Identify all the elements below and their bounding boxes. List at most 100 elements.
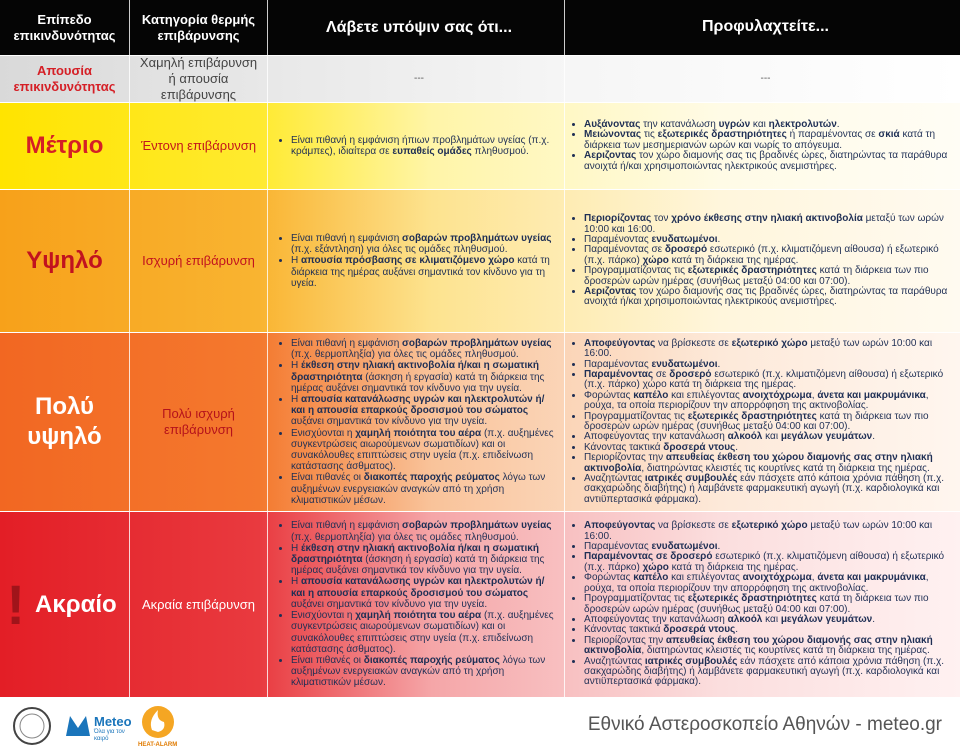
bold-text: Αποφεύγοντας xyxy=(584,337,656,349)
text: κατά τη διάρκεια της ημέρας αυξάνει σημα… xyxy=(291,255,550,289)
text: . xyxy=(717,233,721,245)
text: Αποφεύγοντας την κατανάλωση xyxy=(584,613,728,625)
bold-text: ενυδατωμένοι xyxy=(651,358,718,370)
protect-cell: Αυξάνοντας την κατανάλωση υγρών και ηλεκ… xyxy=(565,103,960,189)
bullet-item: Η έκθεση στην ηλιακή ακτινοβολία ή/και η… xyxy=(291,360,556,394)
category-cell: Πολύ ισχυρή επιβάρυνση xyxy=(130,333,268,511)
text: και xyxy=(762,613,781,625)
bullet-item: Περιορίζοντας την απευθείας έκθεση του χ… xyxy=(584,635,956,657)
bold-text: αλκοόλ xyxy=(727,431,763,443)
bold-text: απουσία κατανάλωσης υγρών και ηλεκτρολυτ… xyxy=(291,576,545,599)
text: κατά τη διάρκεια των πιο δροσερών ωρών η… xyxy=(584,265,929,287)
text: κατά τη διάρκεια της ημέρας. xyxy=(668,254,799,266)
bullet-item: Αναζητώντας ιατρικές συμβουλές εάν πάσχε… xyxy=(584,473,956,505)
bold-text: έκθεση στην ηλιακή ακτινοβολία ή/και η σ… xyxy=(291,542,539,566)
alert-marker: ! xyxy=(6,572,25,636)
bullet-list: Είναι πιθανή η εμφάνιση σοβαρών προβλημά… xyxy=(282,338,556,506)
bullet-item: Μειώνοντας τις εξωτερικές δραστηριότητες… xyxy=(584,130,956,151)
bold-text: χώρο xyxy=(642,254,669,266)
bold-text: Αυξάνοντας xyxy=(584,118,641,130)
text: Προγραμματίζοντας τις xyxy=(584,265,688,277)
bullet-item: Η απουσία κατανάλωσης υγρών και ηλεκτρολ… xyxy=(291,576,556,610)
bold-text: ιατρικές συμβουλές xyxy=(644,655,738,667)
text: κατά τη διάρκεια των μεσημεριανών ωρών κ… xyxy=(584,129,936,151)
text: Η xyxy=(291,542,301,554)
header-level: Επίπεδο επικινδυνότητας xyxy=(0,0,130,55)
bullet-item: Ενισχύονται η χαμηλή ποιότητα του αέρα (… xyxy=(291,610,556,655)
bold-text: σοβαρών προβλημάτων υγείας xyxy=(402,232,552,244)
bullet-item: Παραμένοντας ενυδατωμένοι. xyxy=(584,358,956,370)
bold-text: καπέλο xyxy=(633,572,669,584)
bold-text: εξωτερικές δραστηριότητες xyxy=(687,265,817,277)
text: Είναι πιθανές οι xyxy=(291,654,364,666)
text: Κάνοντας τακτικά xyxy=(584,624,664,636)
bold-text: έκθεση στην ηλιακή ακτινοβολία ή/και η σ… xyxy=(291,360,539,383)
bold-text: εξωτερικές δραστηριότητες xyxy=(657,129,787,141)
risk-row: Μέτριο Έντονη επιβάρυνση Είναι πιθανή η εμ… xyxy=(0,103,960,190)
text: (π.χ. αυξημένες συγκεντρώσεις αιωρούμενω… xyxy=(291,610,554,655)
bold-text: ανοιχτόχρωμα xyxy=(742,389,812,401)
bold-text: χαμηλή ποιότητα του αέρα xyxy=(355,427,482,439)
bold-text: εξωτερικές δραστηριότητες xyxy=(687,593,817,605)
bold-text: υγρών xyxy=(718,118,751,130)
level-cell: Μέτριο xyxy=(0,103,130,189)
text: Η xyxy=(291,576,301,588)
text: Προγραμματίζοντας τις xyxy=(584,593,688,605)
bullet-item: Ενισχύονται η χαμηλή ποιότητα του αέρα (… xyxy=(291,428,556,473)
logos xyxy=(13,706,174,745)
text: κατά τη διάρκεια των πιο δροσερών ωρών η… xyxy=(584,593,929,615)
text: . xyxy=(836,118,840,130)
text: να βρίσκεστε σε xyxy=(655,337,732,349)
text: σε xyxy=(653,368,670,380)
bullet-item: Αεριζοντας τον χώρο διαμονής σας τις βρα… xyxy=(584,286,956,308)
bullet-item: Φορώντας καπέλο και επιλέγοντας ανοιχτόχ… xyxy=(584,389,956,412)
bold-text: ηλεκτρολυτών xyxy=(768,118,837,130)
text: Παραμένοντας xyxy=(584,233,652,245)
footer: Meteo Όλα για τον καιρό HEAT-ALARM Εθνικ… xyxy=(0,698,960,755)
text: ή παραμένοντας σε xyxy=(786,129,879,141)
bullet-item: Είναι πιθανή η εμφάνιση σοβαρών προβλημά… xyxy=(291,520,556,542)
text: λόγω των αυξημένων ενεργειακών αναγκών α… xyxy=(291,472,546,506)
observatory-name: Εθνικό Αστεροσκοπείο Αθηνών - meteo.gr xyxy=(587,714,942,735)
bold-text: Περιορίζοντας xyxy=(584,213,652,225)
text: αυξάνει σημαντικά τον κίνδυνο για την υγ… xyxy=(291,598,488,610)
text: . xyxy=(717,541,721,553)
text: , xyxy=(811,389,818,401)
protect-cell: Περιορίζοντας τον χρόνο έκθεσης στην ηλι… xyxy=(565,190,960,332)
bold-text: μεγάλων γευμάτων xyxy=(780,431,873,443)
text: . xyxy=(717,358,721,370)
bullet-item: Περιορίζοντας τον χρόνο έκθεσης στην ηλι… xyxy=(584,213,956,235)
bullet-item: Περιορίζοντας την απευθείας έκθεση του χ… xyxy=(584,452,956,474)
text: Είναι πιθανή η εμφάνιση ήπιων προβλημάτω… xyxy=(291,134,550,157)
text: Παραμένοντας σε xyxy=(584,244,665,256)
bold-text: καπέλο xyxy=(633,389,669,401)
text: και xyxy=(750,118,769,130)
text: και επιλέγοντας xyxy=(668,572,743,584)
text: αυξάνει σημαντικά τον κίνδυνο για την υγ… xyxy=(291,416,488,428)
text: Προγραμματίζοντας τις xyxy=(584,410,688,422)
text: (π.χ. θερμοπληξία) για όλες τις ομάδες π… xyxy=(291,349,519,361)
bold-text: ανοιχτόχρωμα xyxy=(742,572,812,584)
bold-text: δροσερό xyxy=(669,368,712,380)
bold-text: σοβαρών προβλημάτων υγείας xyxy=(402,337,552,349)
bullet-item: Είναι πιθανές οι διακοπές παροχής ρεύματ… xyxy=(291,655,556,689)
bold-text: απουσία κατανάλωσης υγρών και ηλεκτρολυτ… xyxy=(291,393,545,417)
bullet-item: Κάνοντας τακτικά δροσερά ντους. xyxy=(584,625,956,635)
text: Η xyxy=(291,360,301,372)
text: , xyxy=(811,572,818,584)
bullet-item: Προγραμματίζοντας τις εξωτερικές δραστηρ… xyxy=(584,265,956,287)
observatory-logo xyxy=(13,707,51,745)
category-cell: Έντονη επιβάρυνση xyxy=(130,103,268,189)
bullet-item: Αεριζοντας τον χώρο διαμονής σας τις βρα… xyxy=(584,150,956,172)
protect-cell: Αποφεύγοντας να βρίσκεστε σε εξωτερικό χ… xyxy=(565,512,960,697)
risk-row: Απουσία επικινδυνότητας Χαμηλή επιβάρυνση… xyxy=(0,55,960,103)
text: Είναι πιθανή η εμφάνιση xyxy=(291,232,403,244)
bold-text: σοβαρών προβλημάτων υγείας xyxy=(402,520,552,532)
bullet-item: Αποφεύγοντας να βρίσκεστε σε εξωτερικό χ… xyxy=(584,520,956,542)
bullet-item: Αποφεύγοντας την κατανάλωση αλκοόλ και μ… xyxy=(584,613,956,625)
level-cell: Υψηλό xyxy=(0,190,130,332)
text: (άσκηση ή εργασία) κατά τη διάρκεια της … xyxy=(291,554,545,577)
bold-text: μεγάλων γευμάτων xyxy=(780,613,873,625)
bold-text: απουσία πρόσβασης σε κλιματιζόμενο χώρο xyxy=(301,255,515,267)
